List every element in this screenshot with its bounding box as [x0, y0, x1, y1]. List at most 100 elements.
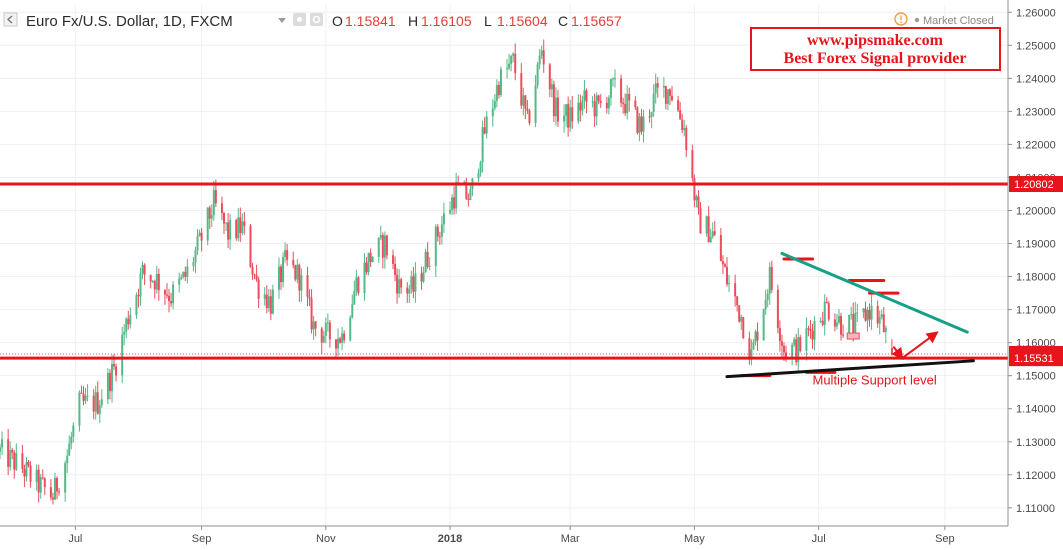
candle-body — [41, 477, 44, 479]
candle-body — [664, 85, 667, 104]
candle — [613, 69, 616, 88]
candle-body — [852, 314, 855, 333]
candle — [664, 85, 667, 110]
candle-body — [343, 333, 346, 341]
collapse-chevron-icon[interactable] — [3, 12, 18, 27]
candle — [408, 284, 411, 304]
candle-body — [414, 273, 417, 292]
candle-body — [351, 304, 354, 318]
candle-body — [253, 274, 256, 276]
small-marker[interactable] — [846, 332, 860, 340]
candle — [823, 294, 826, 336]
price-badge[interactable] — [1009, 350, 1063, 367]
candle — [638, 112, 641, 142]
candle — [548, 63, 551, 98]
candle-body — [679, 110, 682, 120]
candle-body — [86, 395, 89, 397]
candle-body — [813, 321, 816, 340]
candle — [111, 354, 113, 403]
candle — [43, 477, 46, 496]
price-tick-label: 1.19000 — [1016, 239, 1056, 251]
candle — [593, 93, 596, 127]
candle-body — [108, 372, 111, 392]
candle-body — [125, 318, 128, 332]
support-trendline[interactable] — [725, 359, 975, 379]
candle — [850, 306, 853, 320]
candle — [567, 96, 570, 137]
candle-body — [379, 235, 382, 238]
candle-body — [239, 217, 242, 233]
candle — [96, 381, 99, 415]
candle — [542, 39, 545, 73]
candle — [192, 257, 195, 272]
candle-body — [768, 266, 771, 294]
candle-body — [795, 339, 798, 363]
candle — [536, 61, 539, 89]
candle-body — [37, 469, 40, 493]
candle — [864, 301, 867, 322]
candle-body — [255, 275, 258, 280]
candle-body — [440, 224, 443, 237]
candle-body — [821, 320, 824, 325]
candle-body — [882, 314, 885, 333]
symbol-dropdown-icon[interactable] — [278, 18, 286, 23]
candle-body — [121, 334, 124, 376]
candle-body — [94, 392, 97, 412]
candle — [37, 464, 40, 503]
candle-body — [512, 53, 515, 56]
price-tick-label: 1.24000 — [1016, 73, 1056, 85]
candle-body — [721, 260, 724, 265]
candle-body — [106, 372, 109, 400]
candle — [367, 252, 370, 276]
candle-body — [467, 198, 470, 200]
candle — [86, 384, 89, 402]
candle-body — [300, 275, 303, 291]
ohlc-key: L — [484, 13, 492, 29]
candle — [139, 267, 142, 306]
candle-body — [805, 328, 808, 351]
price-badge[interactable] — [1009, 175, 1063, 192]
candle — [455, 172, 458, 214]
candle — [465, 177, 468, 201]
candle — [253, 273, 256, 280]
grid-lines — [0, 5, 1008, 526]
candle-body — [355, 277, 358, 292]
candle — [624, 93, 627, 116]
candle-body — [406, 287, 409, 294]
arrow-down[interactable] — [891, 346, 904, 361]
down-trendline[interactable] — [780, 251, 969, 334]
candle — [328, 319, 331, 348]
candle — [296, 259, 299, 284]
candle-body — [693, 178, 696, 201]
price-tick-label: 1.13000 — [1016, 437, 1056, 449]
candle-body — [153, 281, 156, 290]
candle-body — [638, 116, 641, 133]
candle — [398, 269, 401, 298]
candle-body — [709, 236, 712, 243]
candle — [691, 144, 694, 182]
candle — [410, 270, 413, 294]
candle-body — [123, 331, 126, 335]
candle — [149, 274, 152, 289]
candle-body — [377, 237, 380, 257]
candle — [223, 211, 225, 234]
candle — [825, 297, 828, 304]
candle — [671, 86, 673, 102]
candle-body — [640, 116, 643, 132]
eye-icon[interactable] — [293, 13, 306, 26]
candle — [129, 307, 132, 329]
time-axis-background — [0, 526, 1063, 550]
candle — [312, 315, 315, 340]
candle-body — [420, 273, 423, 282]
arrow-up[interactable] — [901, 331, 939, 360]
promo-tagline: Best Forex Signal provider — [784, 50, 967, 67]
settings-gear-icon[interactable] — [310, 13, 323, 26]
candle-body — [58, 491, 61, 493]
symbol-title[interactable]: Euro Fx/U.S. Dollar, 1D, FXCM — [26, 13, 233, 30]
candle-body — [78, 392, 81, 426]
candle-body — [438, 236, 441, 238]
price-tick-label: 1.15000 — [1016, 371, 1056, 383]
